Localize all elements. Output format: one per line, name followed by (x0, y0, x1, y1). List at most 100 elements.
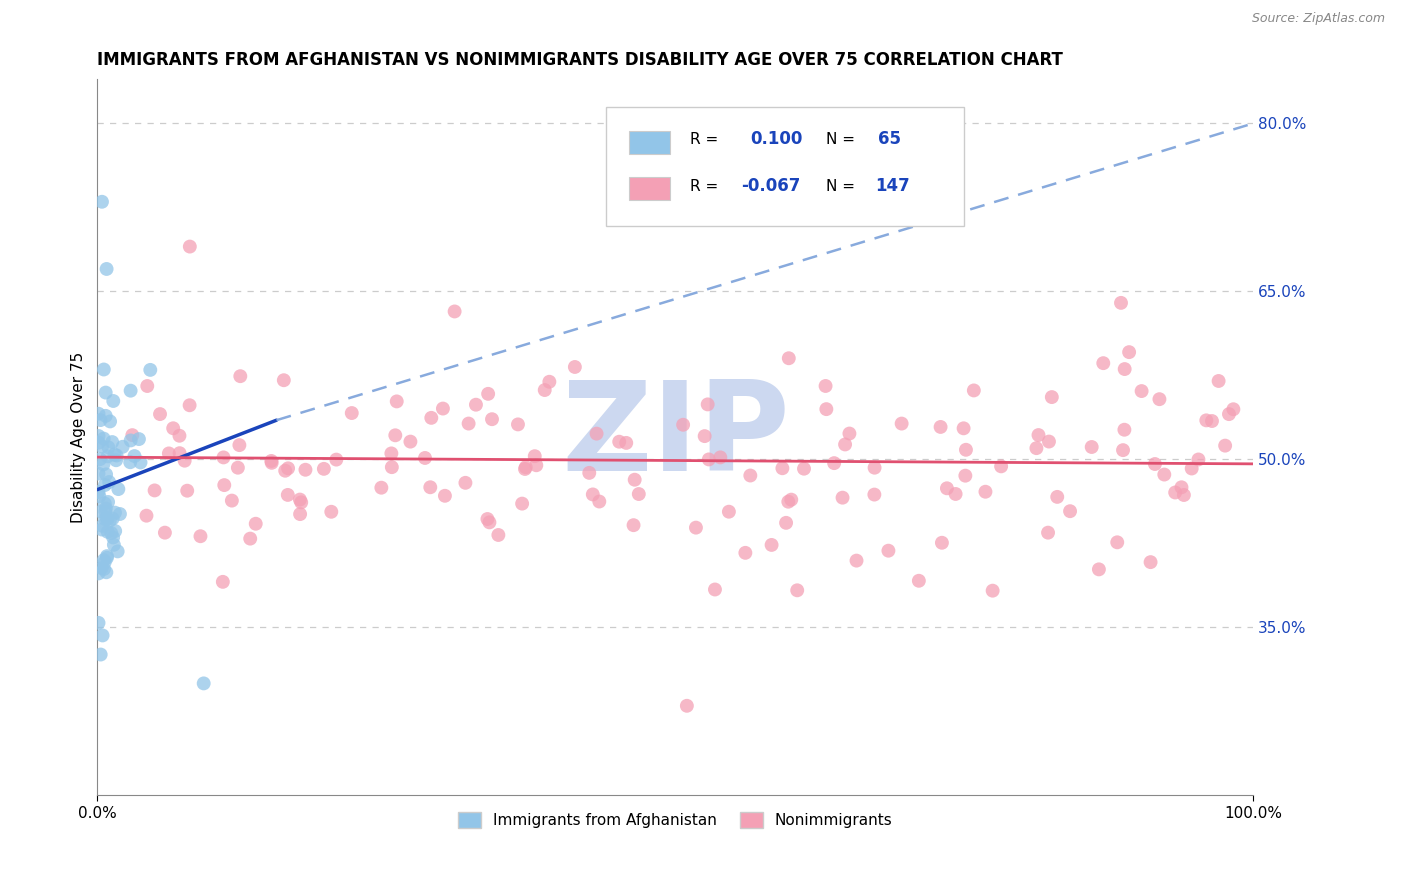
Point (104, 506, 127, 520)
Point (929, 420, 952, 434)
Point (103, 448, 125, 462)
Point (623, 473, 645, 487)
Point (93, 562, 115, 576)
Point (294, 463, 316, 477)
Point (90, 505, 112, 519)
Point (120, 455, 142, 469)
Point (1195, 413, 1218, 427)
Point (179, 239, 201, 253)
FancyBboxPatch shape (628, 178, 669, 201)
Point (103, 394, 125, 409)
Point (190, 529, 212, 543)
Point (124, 449, 146, 463)
Point (419, 480, 441, 494)
Point (1143, 457, 1166, 471)
Point (481, 412, 503, 426)
Point (274, 464, 297, 478)
Point (90, 648, 112, 662)
Point (1118, 345, 1140, 359)
Point (321, 505, 343, 519)
Point (94, 512, 117, 526)
Point (1080, 440, 1102, 454)
Point (96, 511, 118, 525)
Point (87, 407, 110, 421)
Point (955, 442, 977, 457)
Point (87, 467, 110, 481)
Point (312, 462, 335, 476)
Point (87, 615, 110, 630)
Point (815, 402, 838, 417)
Point (94, 467, 117, 482)
Point (212, 450, 235, 465)
Point (1107, 535, 1129, 549)
Point (94, 501, 117, 516)
Text: ZIP: ZIP (561, 376, 790, 498)
Point (94, 409, 117, 423)
Point (226, 460, 249, 475)
Point (1201, 414, 1223, 428)
Point (981, 583, 1004, 598)
Point (506, 417, 529, 432)
Point (1187, 452, 1209, 467)
Point (97, 512, 120, 526)
Point (486, 528, 509, 542)
Point (193, 676, 215, 690)
Point (96, 550, 118, 565)
Point (169, 428, 191, 442)
Point (1059, 504, 1081, 518)
Point (524, 458, 547, 473)
Point (693, 429, 716, 443)
Point (120, 384, 142, 398)
Point (465, 398, 488, 412)
Point (93, 432, 115, 446)
Point (863, 487, 886, 501)
Point (87, 485, 110, 500)
Point (1164, 485, 1187, 500)
Point (143, 483, 166, 498)
Point (87, 435, 110, 450)
Text: R =: R = (690, 178, 718, 194)
Point (121, 428, 143, 442)
Point (97, 524, 120, 539)
Point (179, 398, 201, 412)
Point (103, 538, 125, 552)
Point (98, 475, 121, 489)
Point (136, 379, 159, 393)
Text: N =: N = (825, 178, 855, 194)
Point (935, 481, 957, 495)
Point (87, 429, 110, 443)
Point (1208, 374, 1230, 388)
Point (228, 438, 250, 452)
Point (908, 574, 931, 588)
Point (778, 351, 800, 366)
Point (135, 508, 157, 523)
Point (838, 426, 860, 441)
Point (101, 435, 124, 450)
Text: 65: 65 (877, 130, 901, 148)
Point (214, 478, 236, 492)
Point (277, 461, 299, 475)
Text: 147: 147 (876, 178, 910, 195)
Point (457, 417, 479, 431)
Point (157, 446, 180, 460)
Point (513, 462, 536, 476)
Point (93, 555, 115, 569)
Point (288, 492, 311, 507)
Point (340, 406, 363, 420)
Point (90, 523, 112, 537)
Point (696, 397, 718, 411)
Point (93, 362, 115, 376)
Point (1088, 562, 1111, 576)
Point (169, 446, 191, 460)
Point (91, 440, 114, 454)
Point (107, 482, 129, 496)
Point (89, 489, 111, 503)
Point (385, 394, 408, 409)
Point (433, 489, 456, 503)
Point (149, 407, 172, 421)
Y-axis label: Disability Age Over 75: Disability Age Over 75 (72, 351, 86, 523)
Point (381, 460, 404, 475)
Point (325, 452, 347, 467)
Point (107, 544, 129, 558)
Point (90, 413, 112, 427)
